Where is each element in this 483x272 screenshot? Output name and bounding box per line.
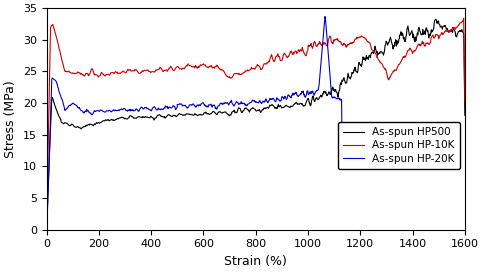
As-spun HP-20K	[322, 15, 328, 18]
As-spun HP-10K	[293, 50, 298, 53]
As-spun HP500	[43, 223, 49, 226]
As-spun HP500	[462, 114, 468, 117]
Line: As-spun HP-20K: As-spun HP-20K	[46, 17, 342, 227]
As-spun HP-10K	[321, 43, 327, 46]
As-spun HP-20K	[339, 131, 345, 134]
As-spun HP500	[444, 27, 450, 31]
X-axis label: Strain (%): Strain (%)	[224, 255, 287, 268]
Line: As-spun HP-10K: As-spun HP-10K	[46, 18, 465, 222]
As-spun HP-10K	[462, 100, 468, 103]
As-spun HP-10K	[52, 30, 58, 34]
As-spun HP500	[133, 117, 139, 120]
As-spun HP500	[273, 106, 279, 109]
As-spun HP-10K	[202, 63, 208, 67]
As-spun HP500	[175, 113, 181, 116]
As-spun HP-20K	[239, 102, 245, 105]
Legend: As-spun HP500, As-spun HP-10K, As-spun HP-20K: As-spun HP500, As-spun HP-10K, As-spun H…	[338, 122, 460, 169]
As-spun HP-10K	[461, 17, 467, 20]
As-spun HP-10K	[43, 220, 49, 224]
As-spun HP-20K	[263, 97, 269, 101]
As-spun HP-20K	[75, 106, 81, 110]
Y-axis label: Stress (MPa): Stress (MPa)	[4, 80, 17, 158]
Line: As-spun HP500: As-spun HP500	[46, 19, 465, 224]
As-spun HP500	[433, 18, 439, 21]
As-spun HP-20K	[43, 225, 49, 228]
As-spun HP-20K	[116, 108, 122, 112]
As-spun HP-20K	[245, 103, 251, 106]
As-spun HP500	[369, 50, 375, 54]
As-spun HP-10K	[182, 66, 188, 69]
As-spun HP-20K	[194, 104, 200, 107]
As-spun HP500	[431, 27, 437, 30]
As-spun HP-10K	[137, 72, 142, 75]
